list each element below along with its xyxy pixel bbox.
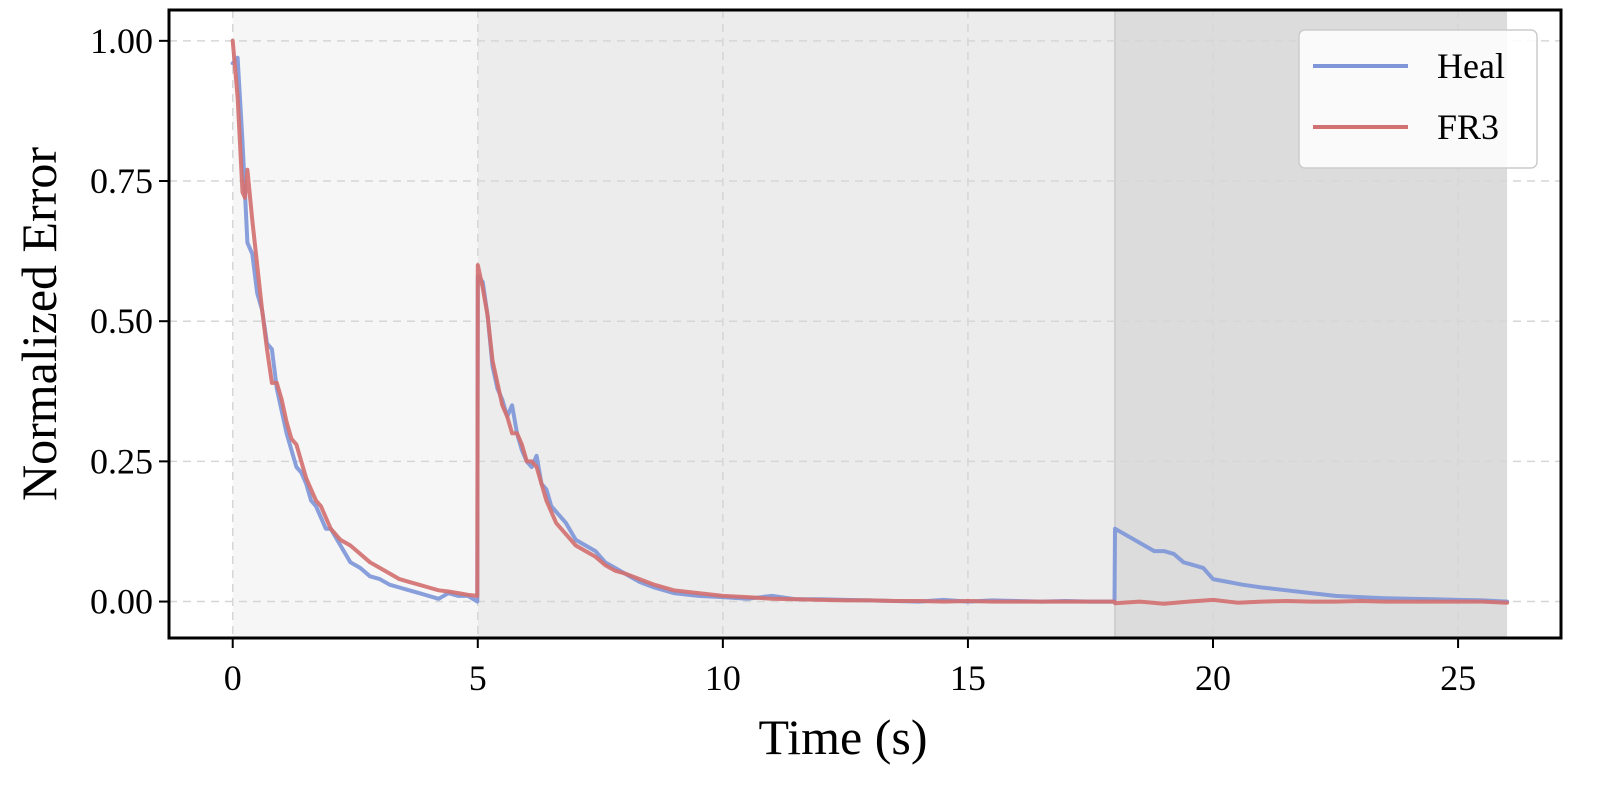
legend: Heal FR3 <box>1298 29 1538 169</box>
y-axis-title: Normalized Error <box>11 147 67 501</box>
shaded-region-2 <box>477 10 1115 638</box>
grid-lines <box>169 10 1561 638</box>
x-axis: 0 5 10 15 20 25 <box>224 638 1476 698</box>
x-tick-label: 5 <box>469 658 487 698</box>
x-tick-label: 25 <box>1440 658 1476 698</box>
legend-label-heal: Heal <box>1437 46 1505 86</box>
plot-frame <box>167 8 1563 640</box>
y-tick-label: 1.00 <box>90 21 153 61</box>
series-layer <box>230 38 1510 606</box>
series-line-fr3 <box>230 38 1510 606</box>
y-tick-label: 0.25 <box>90 441 153 481</box>
x-tick-label: 0 <box>224 658 242 698</box>
shaded-regions <box>232 10 1508 638</box>
y-axis: 0.00 0.25 0.50 0.75 1.00 <box>90 21 169 622</box>
shaded-region-1 <box>232 10 478 638</box>
x-tick-label: 15 <box>950 658 986 698</box>
y-tick-label: 0.00 <box>90 582 153 622</box>
x-tick-label: 10 <box>705 658 741 698</box>
y-tick-label: 0.50 <box>90 301 153 341</box>
x-axis-title: Time (s) <box>758 709 927 765</box>
legend-label-fr3: FR3 <box>1437 107 1499 147</box>
series-line-heal <box>230 55 1510 604</box>
y-tick-label: 0.75 <box>90 161 153 201</box>
x-tick-label: 20 <box>1195 658 1231 698</box>
